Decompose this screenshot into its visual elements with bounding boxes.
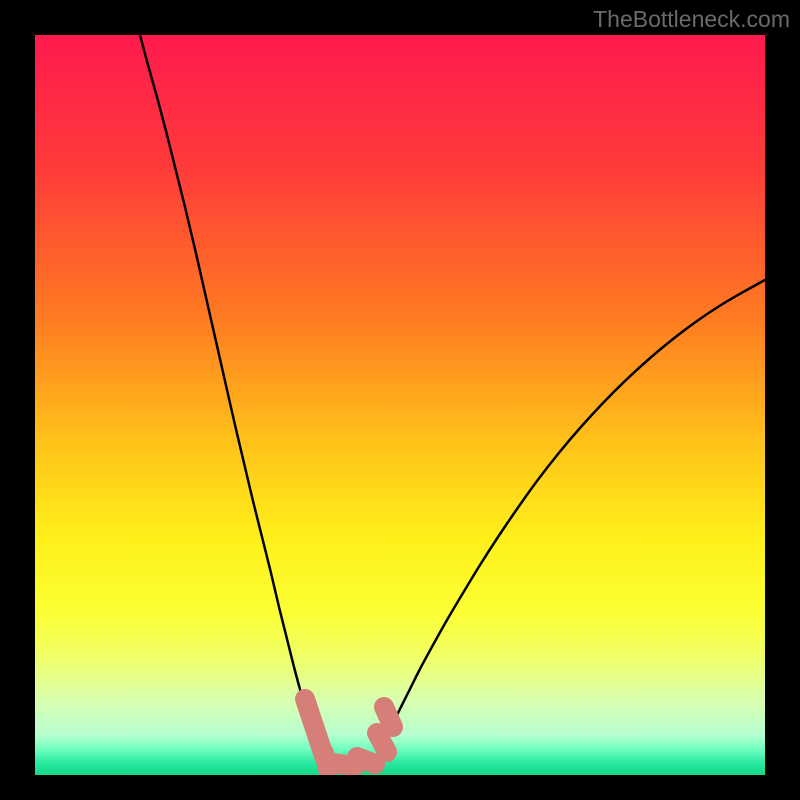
chart-frame: TheBottleneck.com [0, 0, 800, 800]
watermark-text: TheBottleneck.com [593, 6, 790, 33]
gradient-background [35, 35, 765, 775]
plot-svg [35, 35, 765, 775]
plot-area [35, 35, 765, 775]
